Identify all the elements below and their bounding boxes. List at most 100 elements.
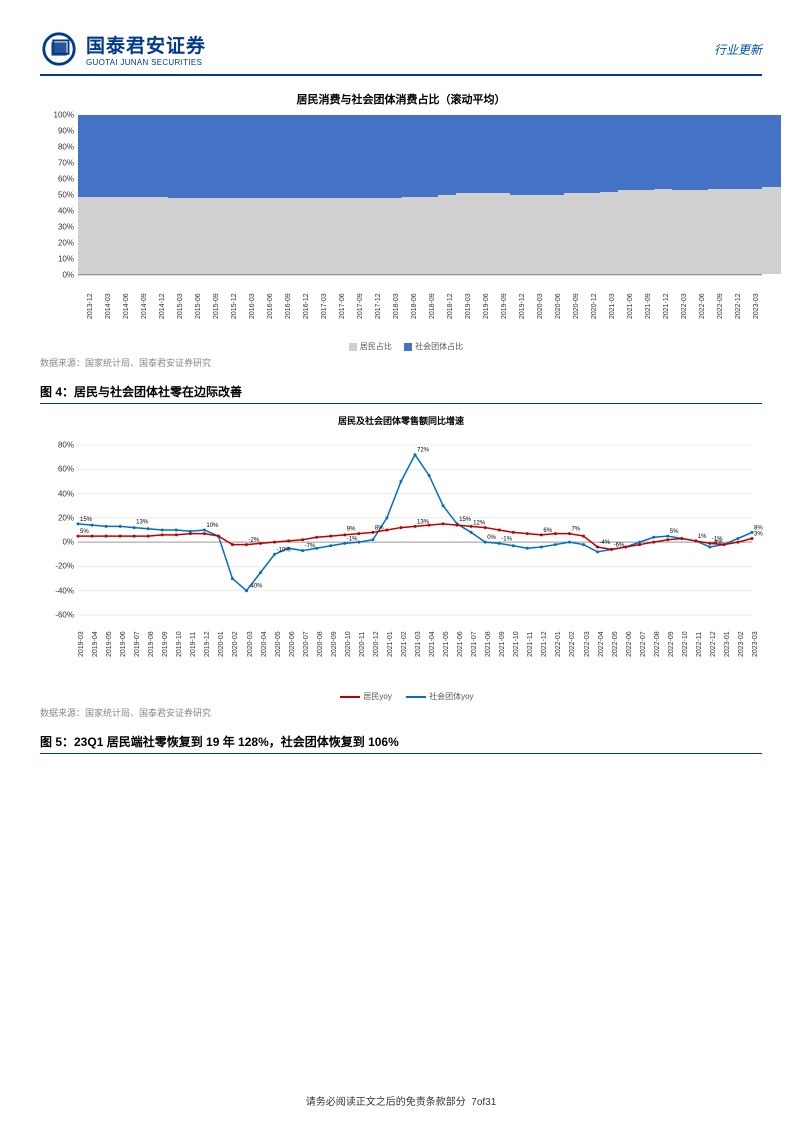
area-resident xyxy=(762,186,781,274)
area-social xyxy=(150,115,169,197)
y-tick: -20% xyxy=(55,562,74,571)
x-label: 2021-12 xyxy=(541,631,548,657)
area-resident xyxy=(636,189,655,274)
x-label: 2021-03 xyxy=(415,631,422,657)
chart-line xyxy=(78,455,752,591)
x-label: 2020-10 xyxy=(345,631,352,657)
y-tick: 60% xyxy=(58,175,74,184)
legend-swatch-resident xyxy=(349,343,357,351)
area-resident xyxy=(96,196,115,274)
x-label: 2020-03 xyxy=(537,293,544,319)
x-label: 2020-11 xyxy=(359,632,366,657)
area-social xyxy=(168,115,187,198)
page-header: 国泰君安证券 GUOTAI JUNAN SECURITIES 行业更新 xyxy=(40,30,762,76)
chart1-source: 数据来源：国家统计局、国泰君安证券研究 xyxy=(40,356,762,369)
y-tick: 70% xyxy=(58,159,74,168)
header-category: 行业更新 xyxy=(714,41,762,58)
data-point-label: -1% xyxy=(501,536,512,542)
chart1-area: 0%10%20%30%40%50%60%70%80%90%100% 2013-1… xyxy=(40,115,762,335)
x-label: 2015-03 xyxy=(177,293,184,319)
x-label: 2019-04 xyxy=(92,631,99,657)
area-social xyxy=(186,115,205,198)
x-label: 2019-12 xyxy=(204,631,211,657)
data-point-label: 0% xyxy=(487,535,496,541)
area-resident xyxy=(384,197,403,274)
area-resident xyxy=(132,196,151,274)
x-label: 2021-12 xyxy=(663,293,670,319)
y-tick: 40% xyxy=(58,207,74,216)
area-social xyxy=(528,115,547,195)
data-point-label: -10% xyxy=(277,547,292,553)
x-label: 2015-09 xyxy=(213,293,220,319)
area-social xyxy=(384,115,403,198)
x-label: 2022-11 xyxy=(696,632,703,657)
footer-disclaimer: 请务必阅读正文之后的免责条款部分 xyxy=(306,1097,466,1108)
y-tick: 30% xyxy=(58,223,74,232)
x-label: 2014-09 xyxy=(141,293,148,319)
x-label: 2022-05 xyxy=(612,631,619,657)
data-point-label: 15% xyxy=(80,517,93,523)
x-label: 2021-11 xyxy=(527,632,534,657)
x-label: 2022-03 xyxy=(584,631,591,657)
area-social xyxy=(546,115,565,195)
data-point-label: 9% xyxy=(347,527,356,533)
area-resident xyxy=(402,196,421,274)
area-resident xyxy=(420,196,439,274)
x-label: 2020-09 xyxy=(331,631,338,657)
x-label: 2023-03 xyxy=(753,293,760,319)
area-resident xyxy=(528,194,547,274)
y-tick: 0% xyxy=(62,271,74,280)
data-point-label: 10% xyxy=(206,523,219,529)
area-resident xyxy=(474,192,493,274)
logo-text-en: GUOTAI JUNAN SECURITIES xyxy=(86,58,206,67)
area-resident xyxy=(366,197,385,274)
area-resident xyxy=(438,194,457,274)
data-point-label: -4% xyxy=(712,540,723,546)
x-label: 2015-06 xyxy=(195,293,202,319)
area-resident xyxy=(744,188,763,274)
x-label: 2022-12 xyxy=(710,631,717,657)
x-label: 2018-09 xyxy=(429,293,436,319)
area-resident xyxy=(564,192,583,274)
x-label: 2017-06 xyxy=(339,293,346,319)
y-tick: 90% xyxy=(58,127,74,136)
data-point-label: -40% xyxy=(249,584,264,590)
x-label: 2022-01 xyxy=(555,631,562,657)
area-resident xyxy=(150,196,169,274)
x-label: 2021-02 xyxy=(401,631,408,657)
x-label: 2016-03 xyxy=(249,293,256,319)
area-resident xyxy=(348,197,367,274)
area-social xyxy=(636,115,655,190)
data-point-label: -1% xyxy=(347,536,358,542)
area-social xyxy=(708,115,727,189)
area-resident xyxy=(654,188,673,274)
x-label: 2014-12 xyxy=(159,293,166,319)
area-social xyxy=(438,115,457,195)
chart1-legend: 居民占比 社会团体占比 xyxy=(40,341,762,352)
x-label: 2017-12 xyxy=(375,293,382,319)
x-label: 2019-03 xyxy=(78,631,85,657)
y-tick: 60% xyxy=(58,465,74,474)
data-point-label: -6% xyxy=(614,542,625,548)
x-label: 2020-08 xyxy=(317,631,324,657)
y-tick: 50% xyxy=(58,191,74,200)
x-label: 2020-04 xyxy=(261,631,268,657)
x-label: 2022-02 xyxy=(569,631,576,657)
x-label: 2019-05 xyxy=(106,631,113,657)
area-social xyxy=(96,115,115,197)
y-tick: -60% xyxy=(55,611,74,620)
area-social xyxy=(348,115,367,198)
x-label: 2022-07 xyxy=(640,631,647,657)
x-label: 2019-11 xyxy=(190,632,197,657)
data-point-label: -4% xyxy=(600,540,611,546)
chart2-title: 居民及社会团体零售额同比增速 xyxy=(40,414,762,427)
area-resident xyxy=(294,197,313,274)
area-social xyxy=(312,115,331,198)
y-tick: 0% xyxy=(62,538,74,547)
area-social xyxy=(114,115,133,197)
data-point-label: 13% xyxy=(136,519,149,525)
y-tick: -40% xyxy=(55,586,74,595)
area-resident xyxy=(276,197,295,274)
x-label: 2019-10 xyxy=(176,631,183,657)
legend-line-social xyxy=(406,696,426,698)
